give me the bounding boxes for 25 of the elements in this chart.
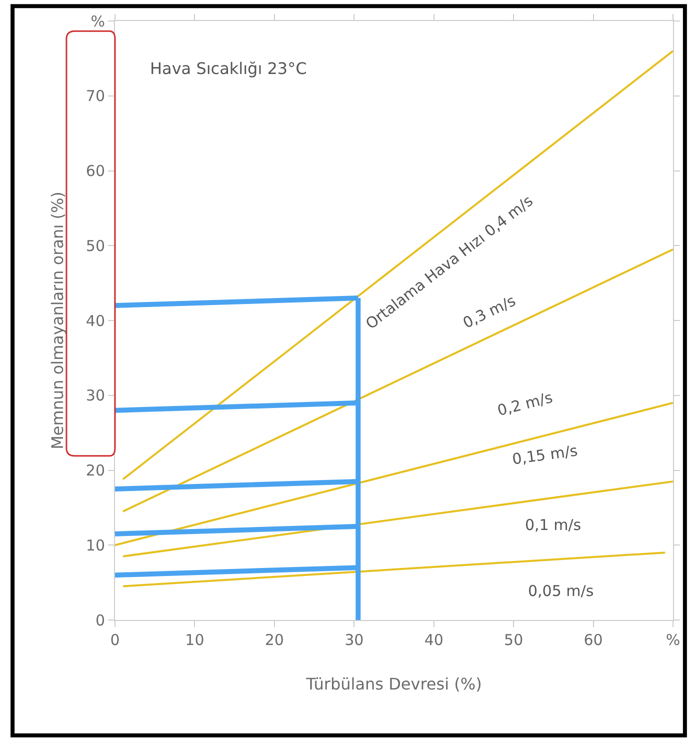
y-tick-label: 20 [86, 462, 105, 480]
y-axis-title: Memnun olmayanların oranı (%) [48, 192, 67, 450]
y-tick-label: 10 [86, 536, 105, 554]
y-tick-label: 30 [86, 386, 105, 405]
x-tick-label: 50 [504, 631, 524, 649]
x-tick-label: 10 [185, 631, 204, 649]
y-tick-label: 60 [86, 162, 105, 180]
y-tick-label: 70 [86, 87, 105, 106]
annotation: 0,1 m/s [525, 516, 582, 534]
x-tick-label: 60 [584, 631, 603, 649]
annotation: 0,2 m/s [496, 388, 555, 420]
x-axis-title: Türbülans Devresi (%) [305, 674, 482, 694]
y-tick-label: 50 [86, 236, 105, 255]
annotation: 0,3 m/s [460, 292, 519, 332]
annotation: 0,05 m/s [528, 582, 594, 600]
annotation: Hava Sıcaklığı 23°C [150, 59, 307, 78]
x-tick-label: % [666, 631, 680, 649]
annotation: 0,15 m/s [511, 442, 579, 468]
y-tick-label: 0 [95, 611, 105, 630]
x-tick-label: 0 [110, 631, 120, 649]
y-tick-label: % [90, 12, 105, 30]
x-tick-label: 30 [344, 631, 364, 649]
x-tick-label: 20 [264, 631, 284, 649]
y-tick-label: 40 [86, 312, 105, 330]
x-tick-label: 40 [424, 631, 444, 649]
